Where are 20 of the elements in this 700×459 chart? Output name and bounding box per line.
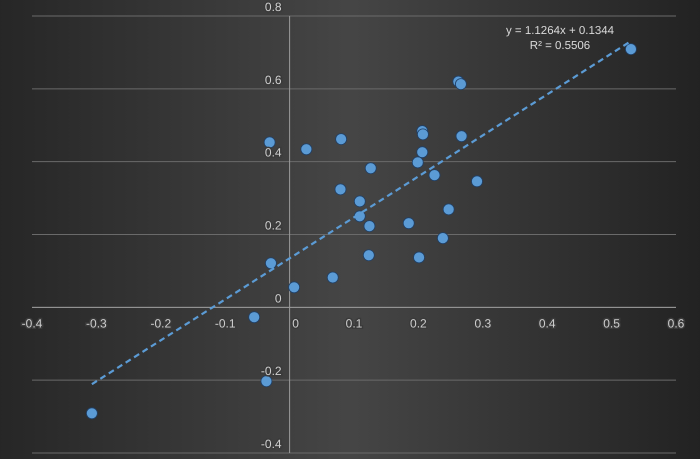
y-tick-label: 0.6 bbox=[264, 72, 282, 87]
y-tick-label: -0.2 bbox=[260, 364, 282, 378]
annotation: y = 1.1264x + 0.1344 bbox=[506, 25, 615, 37]
x-tick-label: -0.1 bbox=[214, 316, 236, 330]
annotation: R² = 0.5506 bbox=[530, 40, 590, 52]
x-tick-label: 0.4 bbox=[538, 316, 556, 330]
x-tick-label: 0.6 bbox=[668, 316, 685, 330]
y-tick-label: 0.8 bbox=[264, 0, 282, 14]
y-tick-label: -0.4 bbox=[260, 437, 282, 451]
x-tick-label: 0.3 bbox=[474, 316, 492, 330]
x-tick-label: 0 bbox=[292, 316, 300, 330]
x-tick-label: -0.4 bbox=[22, 316, 43, 330]
x-tick-label: 0.1 bbox=[346, 316, 363, 330]
x-tick-label: 0.2 bbox=[410, 316, 428, 330]
y-tick-label: 0.2 bbox=[264, 218, 282, 232]
y-tick-label: 0.4 bbox=[264, 146, 282, 160]
x-tick-label: -0.2 bbox=[150, 316, 172, 330]
x-tick-label: 0.5 bbox=[603, 316, 620, 330]
x-tick-label: -0.3 bbox=[86, 316, 108, 330]
y-tick-label: 0 bbox=[274, 291, 282, 306]
